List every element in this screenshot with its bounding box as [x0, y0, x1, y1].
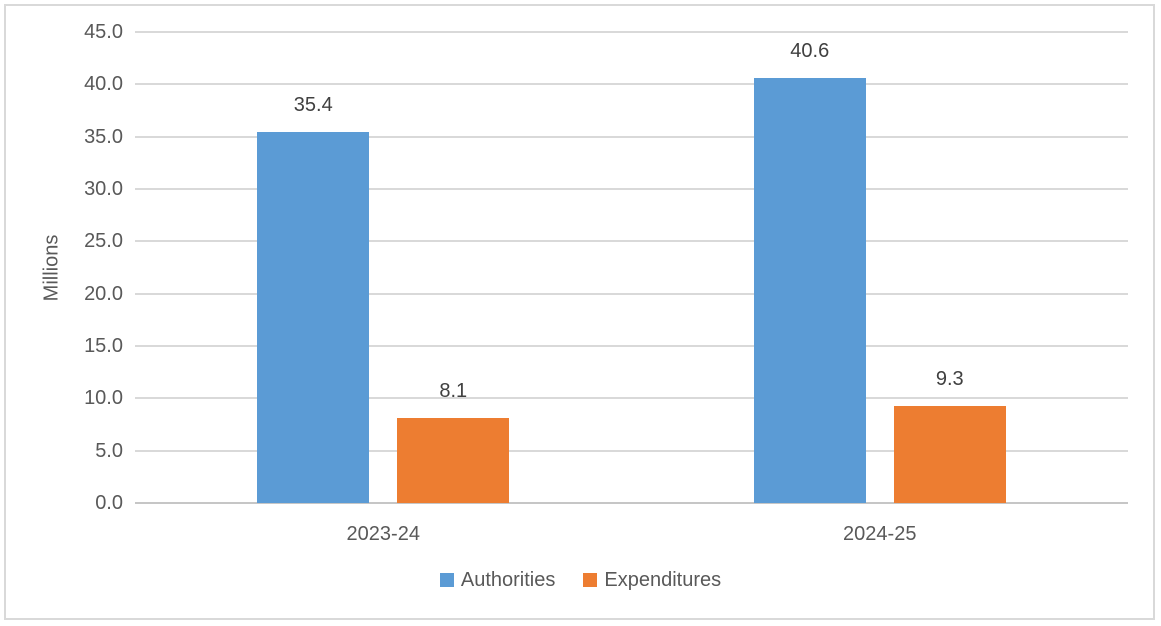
x-tick-label: 2023-24 — [346, 523, 420, 545]
y-tick-label: 0.0 — [95, 492, 123, 514]
gridline — [135, 449, 1128, 452]
y-tick-label: 35.0 — [84, 125, 123, 148]
legend: Authorities Expenditures — [0, 566, 1161, 594]
chart-border — [4, 4, 1155, 620]
y-tick-label: 15.0 — [84, 335, 123, 357]
data-label: 40.6 — [790, 40, 830, 63]
y-tick-label: 10.0 — [84, 387, 123, 410]
y-tick-label: 25.0 — [84, 230, 123, 253]
gridline — [135, 292, 1128, 295]
x-tick-label: 2024-25 — [843, 523, 917, 545]
y-tick-label: 30.0 — [84, 178, 123, 200]
legend-swatch-icon — [583, 573, 598, 587]
bar-expenditures — [397, 418, 510, 503]
gridline — [135, 502, 1128, 504]
y-tick-label: 20.0 — [84, 282, 123, 305]
data-label: 35.4 — [293, 94, 333, 117]
legend-label: Authorities — [460, 569, 556, 591]
gridline — [135, 188, 1128, 190]
data-label: 9.3 — [935, 367, 964, 390]
bar-authorities — [257, 132, 370, 503]
plot-area: 35.4 8.1 40.6 9.3 — [135, 31, 1128, 504]
bar-expenditures — [893, 405, 1006, 503]
gridline — [135, 135, 1128, 138]
legend-item-expenditures: Expenditures — [583, 567, 721, 593]
legend-swatch-icon — [439, 573, 454, 587]
bar-authorities — [753, 78, 866, 503]
legend-label: Expenditures — [604, 569, 722, 591]
gridline — [135, 345, 1128, 347]
legend-item-authorities: Authorities — [439, 567, 556, 593]
gridline — [135, 31, 1128, 33]
gridline — [135, 397, 1128, 400]
y-tick-label: 5.0 — [95, 439, 123, 462]
data-label: 8.1 — [439, 380, 468, 403]
y-tick-label: 40.0 — [84, 73, 123, 96]
gridline — [135, 240, 1128, 243]
y-tick-label: 45.0 — [84, 21, 123, 43]
gridline — [135, 83, 1128, 86]
